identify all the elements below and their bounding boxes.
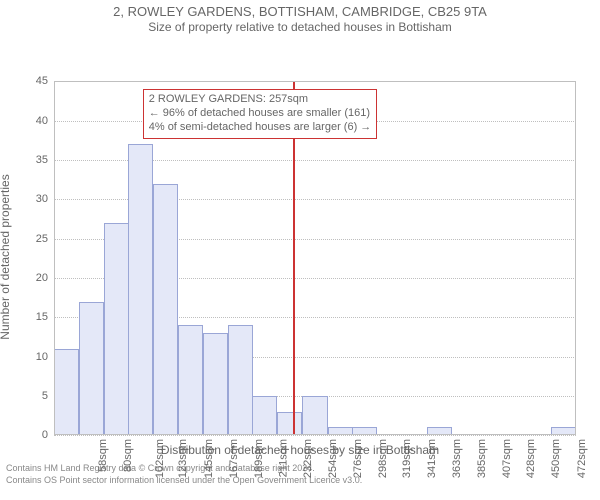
x-tick-label: 363sqm xyxy=(451,439,463,478)
title-line1: 2, ROWLEY GARDENS, BOTTISHAM, CAMBRIDGE,… xyxy=(0,0,600,20)
histogram-bar xyxy=(128,144,153,435)
y-tick-label: 30 xyxy=(36,193,54,205)
annotation-line: ← 96% of detached houses are smaller (16… xyxy=(149,107,372,121)
histogram-bar xyxy=(153,184,178,436)
x-tick-label: 472sqm xyxy=(576,439,588,478)
histogram-bar xyxy=(551,427,576,435)
y-tick-label: 15 xyxy=(36,311,54,323)
y-tick-label: 20 xyxy=(36,272,54,284)
histogram-bar xyxy=(252,396,277,435)
annotation-line: 4% of semi-detached houses are larger (6… xyxy=(149,121,372,135)
x-tick-label: 80sqm xyxy=(122,439,134,472)
gridline xyxy=(54,435,576,436)
histogram-bar xyxy=(302,396,327,435)
histogram-bar xyxy=(178,325,203,435)
y-tick-label: 10 xyxy=(36,351,54,363)
histogram-bar xyxy=(79,302,104,436)
x-tick-label: 123sqm xyxy=(178,439,190,478)
gridline xyxy=(54,81,576,82)
histogram-bar xyxy=(352,427,377,435)
y-tick-label: 0 xyxy=(42,429,54,441)
y-tick-label: 35 xyxy=(36,154,54,166)
histogram-bar xyxy=(228,325,253,435)
histogram-bar xyxy=(104,223,129,435)
histogram-bar xyxy=(328,427,353,435)
x-tick-label: 167sqm xyxy=(228,439,240,478)
histogram-bar xyxy=(427,427,452,435)
x-tick-label: 319sqm xyxy=(401,439,413,478)
x-tick-label: 102sqm xyxy=(154,439,166,478)
annotation-box: 2 ROWLEY GARDENS: 257sqm ← 96% of detach… xyxy=(143,89,378,138)
annotation-line: 2 ROWLEY GARDENS: 257sqm xyxy=(149,93,372,107)
x-tick-label: 428sqm xyxy=(526,439,538,478)
x-tick-label: 232sqm xyxy=(302,439,314,478)
x-tick-label: 276sqm xyxy=(352,439,364,478)
histogram-chart: Number of detached properties 2 ROWLEY G… xyxy=(0,35,600,443)
title-block: 2, ROWLEY GARDENS, BOTTISHAM, CAMBRIDGE,… xyxy=(0,0,600,35)
x-tick-label: 58sqm xyxy=(97,439,109,472)
x-tick-label: 407sqm xyxy=(502,439,514,478)
x-tick-label: 298sqm xyxy=(377,439,389,478)
y-tick-label: 45 xyxy=(36,75,54,87)
y-tick-label: 40 xyxy=(36,115,54,127)
x-tick-label: 189sqm xyxy=(253,439,265,478)
histogram-bar xyxy=(54,349,79,436)
y-axis-label: Number of detached properties xyxy=(0,175,12,340)
title-line2: Size of property relative to detached ho… xyxy=(0,20,600,35)
x-tick-label: 211sqm xyxy=(277,439,289,477)
histogram-bar xyxy=(277,412,302,436)
histogram-bar xyxy=(203,333,228,435)
plot-area: 2 ROWLEY GARDENS: 257sqm ← 96% of detach… xyxy=(54,81,576,435)
x-tick-label: 254sqm xyxy=(327,439,339,478)
y-tick-label: 25 xyxy=(36,233,54,245)
x-tick-label: 145sqm xyxy=(203,439,215,478)
x-tick-label: 450sqm xyxy=(551,439,563,478)
x-tick-label: 385sqm xyxy=(476,439,488,478)
y-tick-label: 5 xyxy=(42,390,54,402)
x-tick-label: 341sqm xyxy=(426,439,438,478)
